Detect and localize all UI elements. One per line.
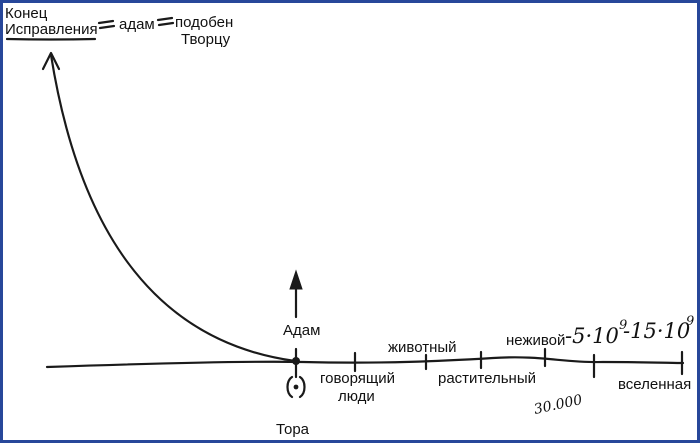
label-universe: вселенная [618, 376, 691, 393]
label-adam: Адам [283, 322, 320, 339]
label-correction: Исправления [5, 21, 98, 38]
label-torah: Тора [276, 421, 310, 438]
curve-arrowhead [41, 51, 61, 71]
label-minus-5e9: -5·10 [565, 324, 619, 348]
label-like: подобен [175, 14, 233, 31]
timeline-axis [45, 356, 685, 369]
label-minus-15e9: -15·10 [623, 319, 690, 343]
label-inanimate: неживой [506, 332, 565, 349]
label-end: Конец [5, 5, 48, 22]
torah-symbol [286, 375, 306, 399]
label-speaking: говорящий [320, 370, 395, 387]
adam-up-arrow-head [289, 269, 303, 290]
equals-sign-1 [97, 19, 116, 30]
ascent-curve [49, 53, 297, 363]
equals-sign-2 [156, 16, 175, 27]
label-people: люди [338, 388, 375, 405]
label-animal: животный [388, 339, 457, 356]
label-minus-5e9-exp: 9 [619, 318, 627, 333]
timeline-diagram: Конец Исправления адам подобен Творцу Ад… [5, 5, 694, 438]
label-30000: 30.000 [533, 392, 584, 418]
label-vegetative: растительный [438, 370, 536, 387]
label-minus-15e9-exp: 9 [686, 314, 694, 329]
end-of-correction-bar [5, 37, 97, 41]
label-creator: Творцу [181, 31, 231, 48]
label-adam-lower: адам [119, 16, 155, 33]
